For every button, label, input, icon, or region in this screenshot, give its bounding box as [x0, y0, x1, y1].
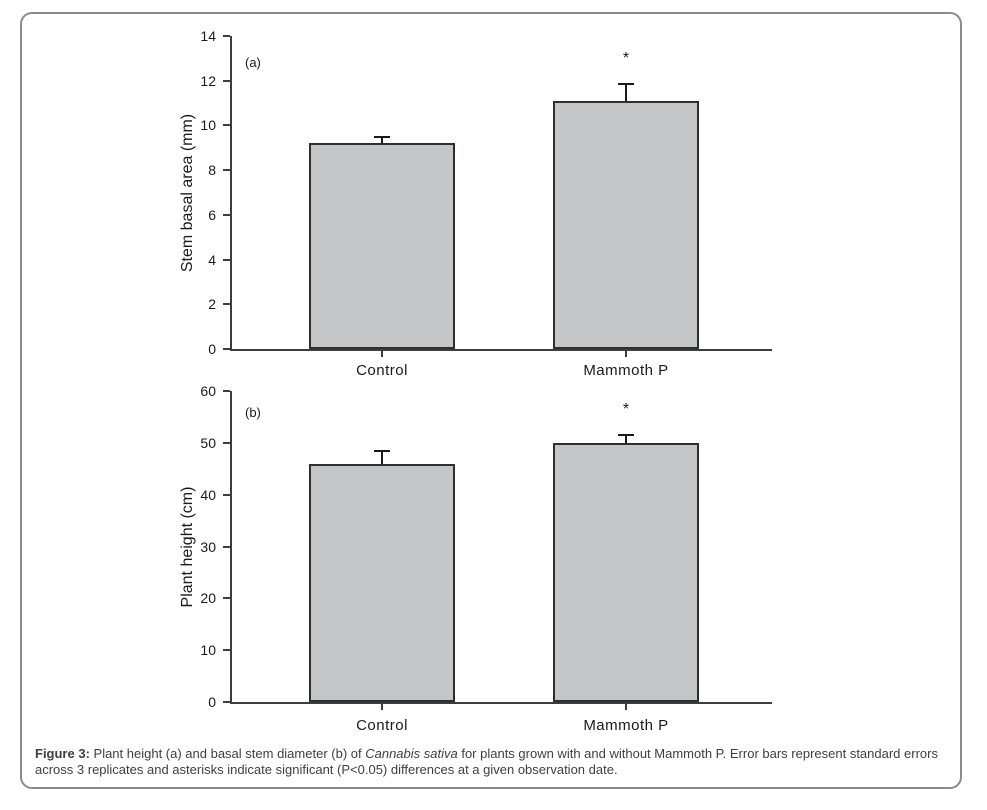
category-label-control-a: Control: [356, 362, 408, 379]
y-tick-a: [223, 213, 230, 216]
y-axis-line-b: [230, 391, 232, 704]
x-tick-mammoth-p-b: [625, 704, 627, 710]
y-tick-b: [223, 701, 230, 703]
y-tick-a: [223, 348, 230, 350]
panel-label-a: (a): [245, 55, 261, 70]
category-label-control-b: Control: [356, 717, 408, 734]
error-bar-mammoth-p-b: [625, 434, 627, 445]
y-tick-label-b: 60: [200, 383, 216, 399]
y-tick-a: [223, 35, 230, 37]
y-tick-label-a: 6: [208, 206, 216, 223]
error-bar-control-b: [381, 451, 383, 466]
y-tick-b: [223, 441, 230, 444]
y-tick-label-a: 0: [208, 341, 216, 357]
error-bar-cap-mammoth-p-a: [618, 83, 634, 86]
y-axis-title-b: Plant height (cm): [179, 486, 196, 607]
y-tick-label-a: 4: [208, 251, 216, 268]
y-axis-title-a: Stem basal area (mm): [179, 113, 196, 272]
y-tick-b: [223, 493, 230, 496]
y-tick-label-a: 10: [200, 117, 216, 134]
caption-segment-2: Cannabis sativa: [365, 746, 458, 761]
y-tick-label-a: 2: [208, 296, 216, 313]
y-tick-a: [223, 124, 230, 127]
y-tick-a: [223, 258, 230, 261]
caption-segment-1: Plant height (a) and basal stem diameter…: [89, 746, 366, 761]
error-bar-cap-control-a: [374, 135, 390, 138]
y-tick-label-b: 50: [200, 434, 216, 451]
y-tick-a: [223, 79, 230, 82]
y-tick-label-a: 8: [208, 162, 216, 179]
caption-segment-3: for plants grown with and without Mammot…: [35, 746, 938, 777]
bar-control-b: [309, 463, 455, 702]
error-bar-control-a: [381, 136, 383, 146]
bar-mammoth-p-b: [553, 442, 699, 702]
figure-frame: 0 2 4 6 8 10 12 14 Control * Mammoth P (a) Stem basa…: [20, 12, 962, 789]
y-tick-label-b: 30: [200, 538, 216, 555]
x-tick-control-a: [381, 351, 383, 357]
bar-mammoth-p-a: [553, 100, 699, 349]
x-tick-mammoth-p-a: [625, 351, 627, 357]
caption-segment-0: Figure 3:: [35, 746, 90, 761]
y-axis-line-a: [230, 36, 232, 351]
y-tick-b: [223, 545, 230, 548]
error-bar-mammoth-p-a: [625, 84, 627, 103]
significance-asterisk-mammoth-p-b: *: [622, 400, 630, 418]
panel-label-b: (b): [245, 405, 261, 420]
y-tick-label-b: 10: [200, 642, 216, 659]
error-bar-cap-mammoth-p-b: [618, 433, 634, 436]
y-tick-label-b: 40: [200, 486, 216, 503]
category-label-mammoth-p-b: Mammoth P: [583, 717, 669, 734]
error-bar-cap-control-b: [374, 450, 390, 453]
y-tick-b: [223, 597, 230, 600]
y-tick-a: [223, 169, 230, 172]
bar-control-a: [309, 143, 455, 349]
y-tick-label-b: 20: [200, 590, 216, 607]
y-tick-label-b: 0: [208, 694, 216, 710]
y-tick-b: [223, 390, 230, 392]
y-tick-label-a: 14: [200, 28, 216, 44]
x-axis-line-a: [230, 349, 772, 351]
y-tick-a: [223, 303, 230, 306]
y-tick-label-a: 12: [200, 72, 216, 89]
significance-asterisk-mammoth-p-a: *: [622, 50, 630, 68]
figure-caption: Figure 3: Plant height (a) and basal ste…: [35, 746, 957, 778]
category-label-mammoth-p-a: Mammoth P: [583, 362, 669, 379]
x-tick-control-b: [381, 704, 383, 710]
x-axis-line-b: [230, 702, 772, 704]
y-tick-b: [223, 649, 230, 652]
